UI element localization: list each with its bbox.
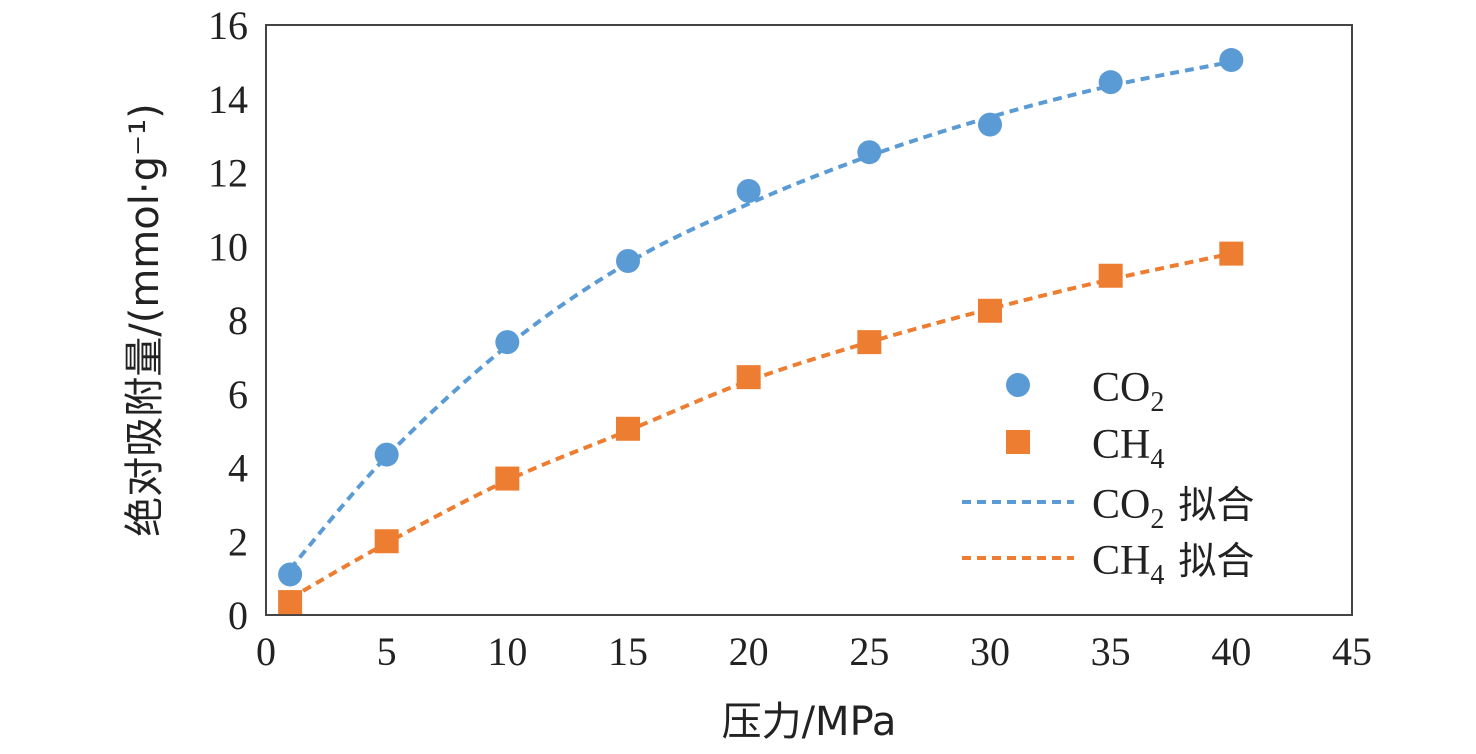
co2-data-point [978, 112, 1002, 137]
series-layer [278, 48, 1244, 615]
fit-line-1 [288, 59, 1232, 571]
ch4-data-point [278, 590, 303, 615]
y-axis-title: 绝对吸附量/(mmol·g⁻¹) [122, 103, 168, 536]
x-tick-label: 15 [608, 629, 648, 674]
ch4-data-point [374, 529, 399, 554]
co2-data-point [1219, 48, 1244, 73]
y-tick-label: 2 [228, 519, 248, 564]
y-tick-label: 6 [228, 372, 248, 417]
y-tick-label: 4 [228, 446, 248, 491]
x-tick-label: 25 [849, 629, 889, 674]
x-tick-labels: 0 5 10 15 20 25 30 35 40 45 [256, 629, 1372, 674]
ch4-data-point [857, 330, 882, 355]
ch4-data-point [978, 298, 1002, 323]
y-tick-label: 14 [208, 77, 248, 122]
x-tick-label: 30 [970, 629, 1010, 674]
ch4-data-point [495, 466, 520, 491]
co2-data-point [278, 562, 303, 587]
x-tick-label: 10 [487, 629, 527, 674]
legend-circle-marker [1006, 373, 1030, 397]
legend-square-marker [1006, 430, 1030, 454]
legend-label: CH4 拟合 [1092, 538, 1254, 591]
ch4-data-point [616, 416, 640, 441]
x-tick-label: 40 [1211, 629, 1251, 674]
ch4-data-point [736, 365, 761, 390]
plot-frame [265, 24, 1353, 616]
ch4-data-point [1098, 263, 1123, 288]
fit-line-2 [289, 251, 1232, 601]
ch4-data-point [1219, 241, 1244, 266]
legend-label: CO2 拟合 [1092, 482, 1254, 535]
y-tick-labels: 0 2 4 6 8 10 12 14 16 [208, 3, 248, 638]
y-tick-label: 10 [208, 224, 248, 269]
y-tick-label: 16 [208, 3, 248, 48]
y-tick-label: 8 [228, 298, 248, 343]
x-tick-label: 20 [729, 629, 769, 674]
x-tick-label: 35 [1091, 629, 1131, 674]
x-tick-label: 0 [256, 629, 276, 674]
y-tick-label: 0 [228, 593, 248, 638]
co2-data-point [1098, 70, 1123, 95]
y-tick-label: 12 [208, 151, 248, 196]
co2-data-point [495, 330, 520, 355]
legend-label: CH4 [1092, 422, 1164, 475]
x-tick-label: 45 [1332, 629, 1372, 674]
x-axis-title: 压力/MPa [722, 699, 897, 745]
co2-data-point [857, 140, 882, 165]
co2-data-point [616, 249, 640, 273]
co2-data-point [374, 442, 399, 467]
x-tick-label: 5 [377, 629, 397, 674]
co2-data-point [736, 178, 761, 203]
legend-label: CO2 [1092, 365, 1164, 418]
